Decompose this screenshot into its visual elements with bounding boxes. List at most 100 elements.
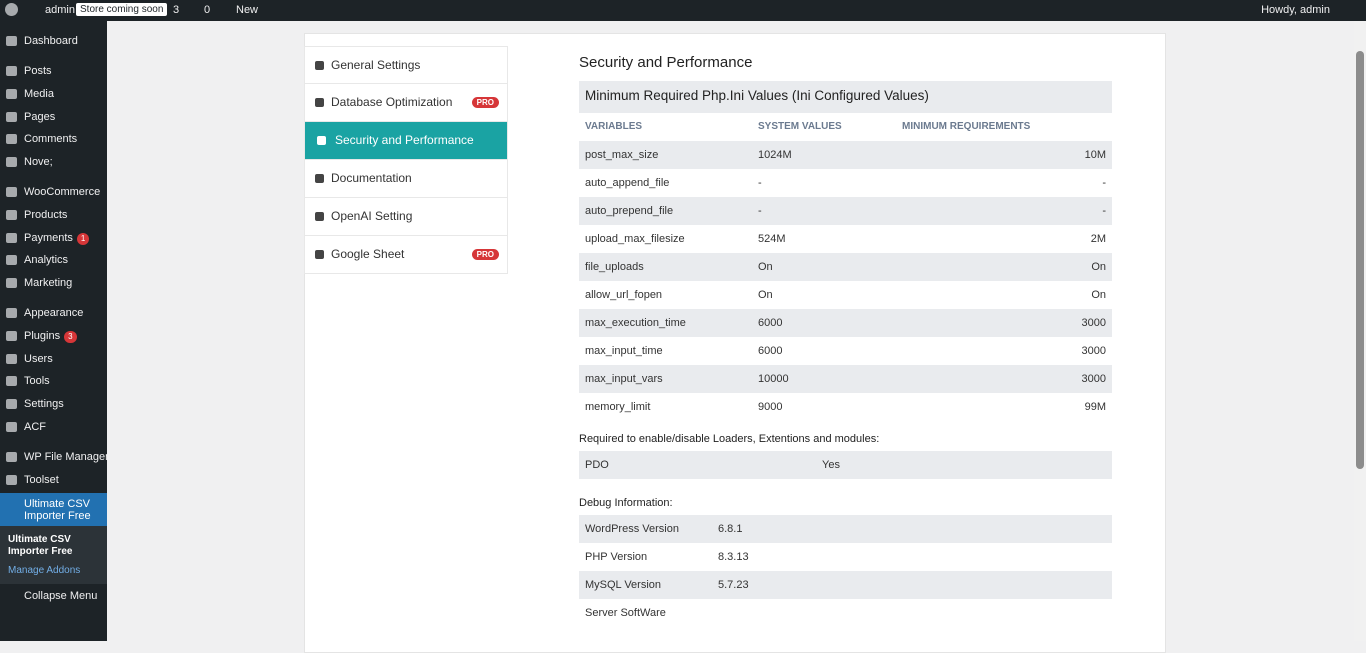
table-row: max_execution_time 6000 3000 [579,309,1112,337]
tab-label: Google Sheet [331,247,405,261]
tabs: General Settings Database Optimization PRO… [304,46,508,274]
collapse-menu[interactable]: Collapse Menu [24,590,98,602]
admin-bar: admin Store coming soon 3 0 New Howdy, admin [0,0,1366,21]
minimum-value: - [1102,205,1106,217]
menu-icon [6,187,17,198]
menu-item[interactable]: Products [0,204,107,226]
menu-icon [6,308,17,319]
menu-item[interactable]: Posts [0,60,107,82]
menu-icon [6,111,17,122]
menu-icon [6,474,17,485]
tab[interactable]: Documentation [304,160,508,198]
submenu-item[interactable]: Ultimate CSV Importer Free [8,534,73,557]
table-row: memory_limit 9000 99M [579,393,1112,421]
menu-item[interactable]: Dashboard [0,30,107,52]
system-value: 6000 [758,345,783,357]
minimum-value: 3000 [1081,345,1106,357]
loader-row: PDO Yes [579,451,1112,479]
tab[interactable]: OpenAI Setting [304,198,508,236]
tab[interactable]: Database Optimization PRO [304,84,508,122]
menu-item[interactable]: Tools [0,370,107,392]
content: Security and Performance Minimum Required… [579,54,1112,627]
menu-icon [6,157,17,167]
menu-item[interactable]: Settings [0,393,107,415]
menu-item[interactable]: Comments [0,128,107,150]
menu-label: Tools [24,375,50,388]
table-row: max_input_vars 10000 3000 [579,365,1112,393]
minimum-value: 2M [1090,233,1106,245]
wp-logo[interactable] [5,3,18,16]
active-label: Ultimate CSV Importer Free [24,498,91,522]
debug-title: Debug Information: [579,497,673,509]
submenu-item[interactable]: Manage Addons [8,565,81,576]
table-title: Minimum Required Php.Ini Values (Ini Con… [579,81,1112,113]
tab-label: General Settings [331,58,421,72]
tab-icon [315,98,324,107]
system-value: 10000 [758,373,789,385]
menu-icon [6,421,17,432]
menu-item[interactable]: Toolset [0,469,107,491]
variable: max_input_time [585,345,663,357]
system-value: 1024M [758,149,792,161]
minimum-value: 99M [1084,401,1106,413]
variable: auto_append_file [585,177,670,189]
variable: file_uploads [585,261,644,273]
menu-icon [6,330,17,341]
menu-item[interactable]: Marketing [0,272,107,294]
menu-icon [6,88,17,99]
system-value: On [758,289,773,301]
site-name[interactable]: admin [45,4,75,16]
tab[interactable]: Google Sheet PRO [304,236,508,274]
debug-value: 5.7.23 [718,579,749,591]
tab-icon [315,174,324,183]
table-row: post_max_size 1024M 10M [579,141,1112,169]
table-row: max_input_time 6000 3000 [579,337,1112,365]
tab[interactable]: Security and Performance [304,122,508,160]
menu-item[interactable]: WP File Manager [0,446,109,468]
sidebar: Dashboard Posts Media Pages Comments Nove; Woo… [0,21,109,641]
menu-label: WooCommerce [24,186,101,199]
menu-icon [6,134,17,145]
menu-item[interactable]: Nove; [0,151,107,173]
howdy[interactable]: Howdy, admin [1261,4,1330,16]
menu-badge: 1 [76,232,90,245]
system-value: 524M [758,233,786,245]
scroll-thumb[interactable] [1356,51,1364,469]
pro-badge: PRO [471,249,499,260]
menu-label: Marketing [24,277,73,289]
menu-label: Payments [24,231,73,244]
tab-icon [315,250,324,259]
menu-item[interactable]: ACF [0,416,107,438]
store-badge: Store coming soon [76,3,168,16]
scrollbar [1354,21,1366,641]
menu-item[interactable]: Plugins 3 [0,325,107,347]
minimum-value: 10M [1084,149,1106,161]
comments[interactable]: 0 [204,4,211,16]
menu-label: Appearance [24,307,84,320]
system-value: On [758,261,773,273]
menu-item[interactable]: Appearance [0,302,107,324]
variable: max_execution_time [585,317,686,329]
column-header: VARIABLES [585,121,643,132]
menu-item[interactable]: Pages [0,106,107,128]
new[interactable]: New [236,4,259,16]
tab-label: Security and Performance [335,133,474,147]
menu-item[interactable]: Analytics [0,249,107,271]
minimum-value: 3000 [1081,373,1106,385]
variable: post_max_size [585,149,659,161]
debug-value: 8.3.13 [718,551,749,563]
menu-icon [6,255,17,266]
tab-label: Database Optimization [331,95,453,109]
menu-item[interactable]: WooCommerce [0,181,107,203]
menu-icon [6,66,17,77]
system-value: 6000 [758,317,783,329]
active-menu[interactable]: Ultimate CSV Importer Free [0,493,107,526]
minimum-value: - [1102,177,1106,189]
menu-item[interactable]: Users [0,348,107,370]
debug-label: WordPress Version [585,523,679,535]
tab[interactable]: General Settings [304,46,508,84]
menu-item[interactable]: Payments 1 [0,227,107,249]
menu-item[interactable]: Media [0,83,107,105]
updates[interactable]: 3 [173,4,180,16]
